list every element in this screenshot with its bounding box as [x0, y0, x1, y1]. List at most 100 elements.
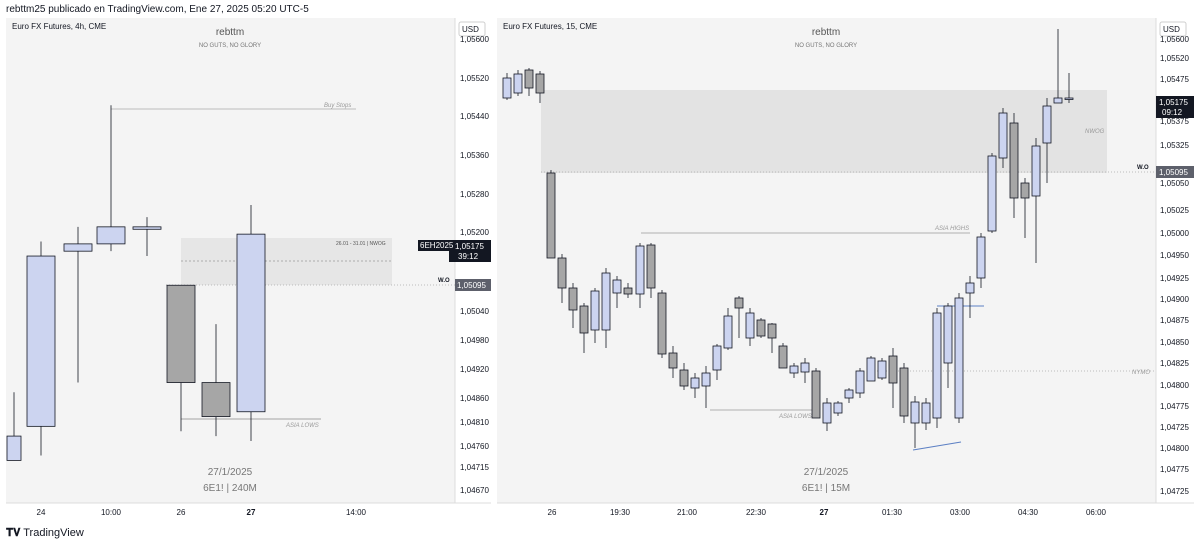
right-x-tick: 03:00: [950, 508, 971, 517]
right-candle: [601, 268, 611, 348]
right-candle: [513, 70, 523, 96]
right-x-tick: 01:30: [882, 508, 903, 517]
left-candle: [236, 204, 266, 441]
right-candle: [1042, 98, 1052, 183]
right-y-tick: 1,04925: [1160, 274, 1189, 283]
right-candle: [657, 290, 667, 358]
right-nwog-label: NWOG: [1085, 129, 1105, 135]
left-symbol-box: [418, 240, 449, 251]
right-y-tick: 1,05000: [1160, 229, 1189, 238]
left-x-tick: 10:00: [101, 508, 122, 517]
right-x-tick: 21:00: [677, 508, 698, 517]
left-currency-button[interactable]: [458, 21, 486, 37]
right-y-tick: 1,05025: [1160, 206, 1189, 215]
left-y-tick: 1,04670: [460, 486, 489, 495]
right-candle: [877, 358, 887, 380]
tradingview-logo-text: TradingView: [23, 527, 84, 539]
right-candle: [712, 344, 722, 380]
right-candle: [623, 283, 633, 298]
right-candle: [1031, 138, 1041, 263]
left-y-tick: 1,04810: [460, 418, 489, 427]
left-x-ticks: 24 10:00 26 27 14:00: [37, 508, 367, 517]
right-bottom-date: 27/1/2025: [804, 467, 849, 478]
right-candle: [833, 401, 843, 416]
right-y-tick: 1,04800: [1160, 444, 1189, 453]
right-x-tick: 27: [820, 508, 829, 517]
left-last-price-box: [449, 240, 491, 262]
left-y-tick: 1,04760: [460, 442, 489, 451]
left-y-tick: 1,04920: [460, 365, 489, 374]
right-candle: [734, 296, 744, 338]
right-candle: [987, 153, 997, 233]
left-time-axis[interactable]: [6, 503, 491, 521]
left-chart-svg[interactable]: Euro FX Futures, 4h, CME USD rebttm NO G…: [6, 18, 491, 521]
left-countdown: 39:12: [458, 252, 479, 261]
right-y-tick: 1,04800: [1160, 381, 1189, 390]
left-y-tick: 1,05440: [460, 112, 489, 121]
right-candle: [965, 276, 975, 318]
right-time-axis[interactable]: [497, 503, 1194, 521]
right-candle: [590, 288, 600, 343]
right-chart-panel[interactable]: Euro FX Futures, 15, CME USD rebttm NO G…: [497, 18, 1194, 521]
right-candle: [822, 398, 832, 431]
right-candle: [612, 276, 622, 308]
left-candle: [166, 284, 196, 432]
right-y-tick: 1,05050: [1160, 179, 1189, 188]
right-candle: [789, 363, 799, 378]
right-y-tick: 1,04950: [1160, 251, 1189, 260]
right-y-tick: 1,04775: [1160, 465, 1189, 474]
right-last-price: 1,05175: [1159, 98, 1188, 107]
right-candle: [954, 293, 964, 423]
left-chart-panel[interactable]: Euro FX Futures, 4h, CME USD rebttm NO G…: [6, 18, 491, 521]
left-candles: [6, 105, 266, 461]
right-candle: [800, 358, 810, 383]
right-candle: [635, 243, 645, 308]
right-candle: [811, 368, 821, 419]
left-nwog-label: 26.01 - 31.01 | NWOG: [336, 241, 386, 247]
right-candle: [502, 73, 512, 100]
left-watermark-title: rebttm: [216, 27, 244, 38]
left-nwog-zone[interactable]: [181, 238, 392, 285]
right-y-tick: 1,04850: [1160, 338, 1189, 347]
left-x-tick: 14:00: [346, 508, 367, 517]
right-candle: [998, 108, 1008, 168]
left-x-tick: 26: [177, 508, 186, 517]
left-watermark-sub: NO GUTS, NO GLORY: [199, 43, 261, 49]
left-price-axis[interactable]: [455, 18, 491, 521]
right-candle: [888, 348, 898, 408]
right-candle: [723, 308, 733, 350]
publish-header: rebttm25 publicado en TradingView.com, E…: [0, 0, 1200, 18]
right-y-tick: 1,04875: [1160, 316, 1189, 325]
left-symbol-label: 6EH2025: [420, 241, 454, 250]
right-y-tick: 1,05600: [1160, 35, 1189, 44]
right-candles: [502, 29, 1074, 448]
left-candle: [63, 226, 93, 383]
right-watermark-title: rebttm: [812, 27, 840, 38]
left-y-tick: 1,04980: [460, 336, 489, 345]
right-x-tick: 26: [548, 508, 557, 517]
left-asia-lows-label: ASIA LOWS: [285, 423, 319, 429]
tradingview-logo[interactable]: 𝐓𝐕 TradingView: [6, 527, 84, 540]
right-nwog-zone[interactable]: [541, 90, 1107, 173]
left-y-ticks: 1,05600 1,05520 1,05440 1,05360 1,05280 …: [460, 35, 489, 495]
right-x-tick: 06:00: [1086, 508, 1107, 517]
left-y-tick: 1,04715: [460, 463, 489, 472]
left-candle: [96, 105, 126, 252]
right-candle: [910, 396, 920, 448]
right-currency-button[interactable]: [1159, 21, 1187, 37]
right-chart-title: Euro FX Futures, 15, CME: [503, 22, 597, 31]
tradingview-logo-icon: 𝐓𝐕: [6, 527, 21, 539]
right-candle: [855, 368, 865, 398]
right-candle: [866, 356, 876, 382]
left-y-tick: 1,05360: [460, 151, 489, 160]
left-wo-price: 1,05095: [457, 281, 486, 290]
right-nymo-label: NYMO: [1132, 370, 1150, 376]
right-candle: [535, 71, 545, 103]
right-candle: [524, 68, 534, 96]
right-chart-svg[interactable]: Euro FX Futures, 15, CME USD rebttm NO G…: [497, 18, 1194, 521]
left-candle: [201, 324, 231, 437]
right-candle: [976, 233, 986, 288]
left-bottom-date: 27/1/2025: [208, 467, 253, 478]
right-countdown: 09:12: [1162, 108, 1183, 117]
right-watermark-sub: NO GUTS, NO GLORY: [795, 43, 857, 49]
